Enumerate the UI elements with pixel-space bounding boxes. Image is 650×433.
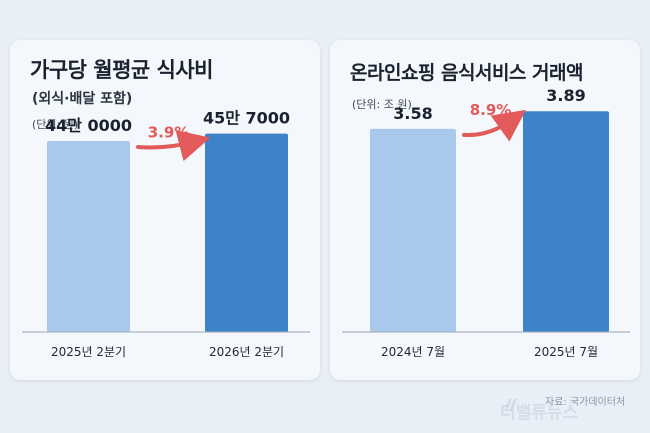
chart-panel-meal-cost: 가구당 월평균 식사비 (외식·배달 포함) (단위: 원) 44만 0000 2…: [10, 40, 320, 380]
data-label: 3.89: [546, 86, 585, 105]
x-tick-label: 2025년 7월: [534, 345, 598, 359]
chart-title: 온라인쇼핑 음식서비스 거래액: [350, 62, 583, 84]
unit-label: (단위: 원): [32, 118, 79, 131]
x-tick-label: 2025년 2분기: [51, 345, 126, 359]
x-tick-label: 2024년 7월: [381, 345, 445, 359]
bar-after: [205, 133, 288, 332]
data-label: 45만 7000: [203, 109, 290, 128]
bar-before: [47, 141, 130, 332]
watermark: 더밸류뉴스: [500, 403, 579, 423]
unit-label: (단위: 조 원): [352, 98, 412, 111]
chart-title: 가구당 월평균 식사비: [30, 58, 214, 82]
watermark-logo-icon: [504, 399, 517, 411]
chart-subtitle: (외식·배달 포함): [32, 91, 133, 107]
growth-arrow-icon: [136, 130, 211, 162]
source-note: 자료: 국가데이터처: [545, 397, 626, 408]
growth-arrow-icon: [462, 109, 526, 142]
bar-after: [523, 111, 609, 333]
x-tick-label: 2026년 2분기: [209, 345, 284, 359]
growth-rate-label: 8.9%: [470, 101, 512, 119]
growth-rate-label: 3.9%: [148, 124, 190, 142]
bar-before: [370, 128, 456, 332]
data-label: 3.58: [393, 104, 432, 123]
chart-panel-online-food: 온라인쇼핑 음식서비스 거래액 (단위: 조 원) 3.58 2024년 7월 3.…: [330, 40, 640, 380]
bar-chart-online-food: 3.58 2024년 7월 3.89 2025년 7월 8.9%: [342, 86, 630, 359]
data-label: 44만 0000: [45, 116, 132, 135]
bar-chart-meal-cost: 44만 0000 2025년 2분기 45만 7000 2026년 2분기 3.9%: [22, 109, 310, 359]
